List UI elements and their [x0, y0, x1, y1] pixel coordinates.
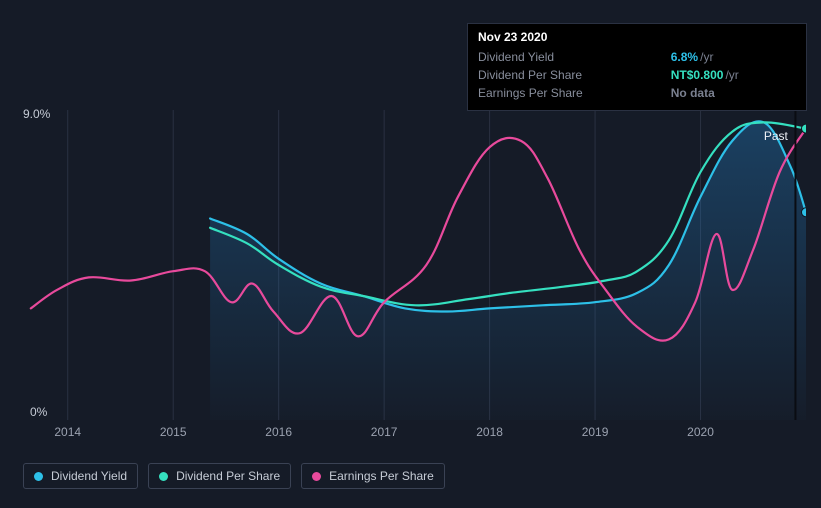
plot-area: Past — [15, 110, 806, 420]
x-tick-label: 2019 — [582, 425, 609, 439]
legend-label: Dividend Yield — [51, 469, 127, 483]
legend-label: Dividend Per Share — [176, 469, 280, 483]
legend-swatch — [159, 472, 168, 481]
legend: Dividend Yield Dividend Per Share Earnin… — [23, 463, 445, 489]
x-tick-label: 2016 — [265, 425, 292, 439]
x-tick-label: 2014 — [54, 425, 81, 439]
tooltip-label: Dividend Per Share — [478, 66, 671, 84]
dividend-chart: Nov 23 2020 Dividend Yield 6.8%/yr Divid… — [15, 15, 806, 493]
tooltip-row: Earnings Per Share No data — [478, 84, 796, 102]
x-axis-labels: 2014 2015 2016 2017 2018 2019 2020 — [15, 425, 806, 443]
x-tick-label: 2020 — [687, 425, 714, 439]
chart-svg — [15, 110, 806, 420]
legend-item-earnings-per-share[interactable]: Earnings Per Share — [301, 463, 445, 489]
x-tick-label: 2018 — [476, 425, 503, 439]
legend-item-dividend-per-share[interactable]: Dividend Per Share — [148, 463, 291, 489]
tooltip-date: Nov 23 2020 — [478, 30, 796, 44]
legend-swatch — [34, 472, 43, 481]
tooltip-row: Dividend Yield 6.8%/yr — [478, 48, 796, 66]
tooltip-row: Dividend Per Share NT$0.800/yr — [478, 66, 796, 84]
past-label: Past — [764, 129, 788, 143]
tooltip-value: 6.8%/yr — [671, 48, 796, 66]
tooltip-value: NT$0.800/yr — [671, 66, 796, 84]
legend-label: Earnings Per Share — [329, 469, 434, 483]
tooltip-value: No data — [671, 84, 796, 102]
legend-swatch — [312, 472, 321, 481]
chart-tooltip: Nov 23 2020 Dividend Yield 6.8%/yr Divid… — [467, 23, 807, 111]
x-tick-label: 2017 — [371, 425, 398, 439]
legend-item-dividend-yield[interactable]: Dividend Yield — [23, 463, 138, 489]
x-tick-label: 2015 — [160, 425, 187, 439]
tooltip-label: Dividend Yield — [478, 48, 671, 66]
tooltip-table: Dividend Yield 6.8%/yr Dividend Per Shar… — [478, 48, 796, 102]
tooltip-label: Earnings Per Share — [478, 84, 671, 102]
